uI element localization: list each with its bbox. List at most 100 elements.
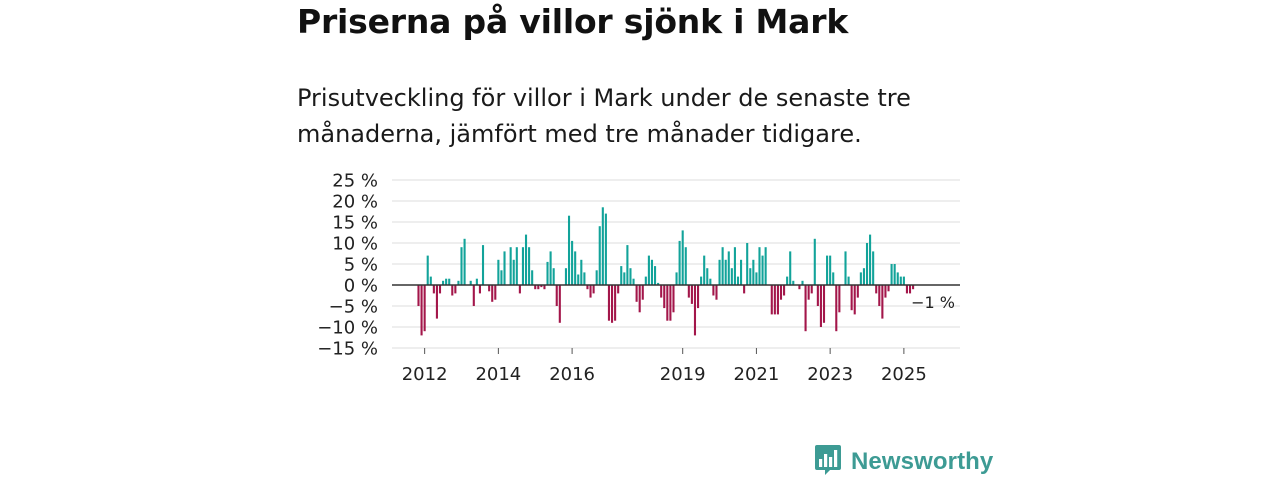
bar [451, 285, 454, 296]
bar-series [417, 207, 915, 336]
bar [749, 268, 752, 285]
bar [783, 285, 786, 296]
bar [810, 285, 813, 294]
bar [448, 278, 451, 285]
y-tick-label: 15 % [332, 213, 378, 234]
bar [684, 247, 687, 285]
chart-title: Priserna på villor sjönk i Mark [297, 2, 849, 41]
bar [521, 247, 524, 285]
bar [555, 285, 558, 306]
bar [776, 285, 779, 315]
bar [798, 285, 801, 290]
y-tick-label: 25 % [332, 171, 378, 192]
bar [610, 285, 614, 323]
bar [620, 266, 623, 285]
bar [438, 285, 442, 294]
bar-chart-logo-icon [814, 444, 842, 480]
y-tick-label: −10 % [317, 318, 378, 339]
bar [718, 259, 721, 285]
bar [497, 259, 500, 285]
bar [721, 247, 724, 285]
x-tick-label: 2016 [549, 364, 595, 385]
bar [515, 247, 518, 285]
bar [706, 268, 709, 285]
bar [429, 276, 432, 285]
bar [540, 285, 543, 288]
x-tick-label: 2023 [807, 364, 853, 385]
bar [869, 234, 872, 285]
bar [736, 276, 740, 285]
bar [595, 270, 598, 285]
bar [567, 215, 571, 285]
bar [872, 251, 875, 285]
bar [792, 280, 795, 285]
bar [878, 285, 881, 306]
y-tick-label: −5 % [329, 297, 378, 318]
bar [454, 285, 457, 294]
bar [672, 285, 675, 313]
bar [761, 255, 764, 285]
bar [862, 268, 865, 285]
bar [629, 268, 632, 285]
bar [887, 285, 890, 292]
bar [534, 285, 537, 290]
bar [626, 245, 629, 285]
bar [912, 285, 915, 290]
bar [666, 285, 669, 321]
bar [644, 276, 647, 285]
bar [838, 285, 841, 313]
bar [746, 243, 749, 285]
last-value-annotation: −1 % [911, 293, 955, 312]
bar [564, 268, 568, 285]
bar [577, 274, 580, 285]
bar [660, 285, 663, 298]
bar [856, 285, 859, 298]
bar [804, 285, 807, 332]
y-tick-label: 5 % [344, 255, 378, 276]
bar [773, 285, 776, 315]
bar [552, 268, 555, 285]
bar [524, 234, 528, 285]
bar [779, 285, 783, 300]
bar [469, 280, 472, 285]
bar [715, 285, 718, 300]
bar [693, 285, 697, 336]
bar [574, 251, 577, 285]
y-tick-label: 20 % [332, 192, 378, 213]
bar [807, 285, 810, 300]
bar [445, 278, 448, 285]
bar [617, 285, 620, 294]
bar [859, 272, 862, 285]
bar [417, 285, 420, 306]
y-tick-label: −15 % [317, 339, 378, 360]
bar [604, 213, 607, 285]
bar [733, 247, 736, 285]
bar [638, 285, 641, 313]
bar [675, 272, 678, 285]
bar [650, 259, 654, 285]
bar [890, 264, 893, 285]
bar [583, 272, 586, 285]
bar [580, 259, 583, 285]
bar [687, 285, 690, 298]
bar [678, 240, 681, 285]
bar [537, 285, 540, 290]
bar [743, 285, 746, 294]
bar [789, 251, 792, 285]
brand-logo[interactable]: Newsworthy [814, 444, 993, 480]
bar [770, 285, 773, 315]
x-axis-tick-labels: 2012 2014 2016 2019 2021 2023 2025 [402, 348, 927, 385]
bar [884, 285, 887, 298]
bar [503, 251, 506, 285]
bar [475, 278, 478, 285]
bar [896, 272, 899, 285]
bar [669, 285, 672, 321]
bar [463, 238, 466, 285]
bar [647, 255, 650, 285]
bar [531, 270, 534, 285]
bar [786, 276, 789, 285]
bar [641, 285, 644, 300]
bar [835, 285, 838, 332]
bar [853, 285, 856, 315]
y-tick-label: 0 % [344, 276, 378, 297]
